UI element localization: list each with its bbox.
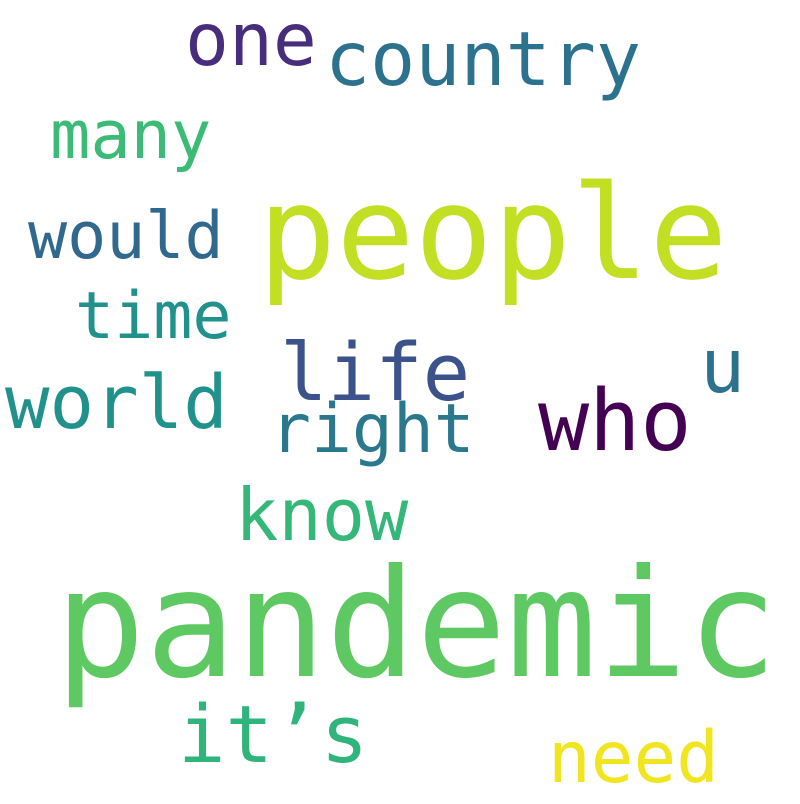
word: life [280, 327, 470, 419]
word: many [50, 96, 211, 174]
word: one [185, 0, 317, 83]
word: know [235, 473, 409, 557]
word: time [75, 279, 232, 354]
word: world [5, 360, 228, 446]
word: would [28, 199, 224, 274]
word: people [258, 157, 728, 309]
word: right [270, 390, 475, 469]
word: country [325, 15, 641, 103]
word: u [700, 322, 745, 410]
word: pandemic [55, 538, 777, 712]
word: it’s [178, 689, 368, 781]
word: who [538, 372, 692, 471]
word: need [548, 716, 719, 799]
